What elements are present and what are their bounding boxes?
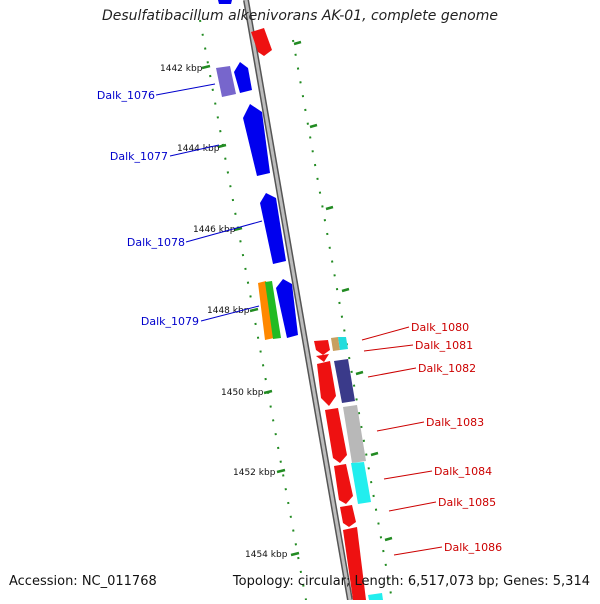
right-label-leaders (361, 326, 443, 556)
gene-label-dalk-1079[interactable]: Dalk_1079 (141, 315, 199, 328)
genome-title: Desulfatibacillum alkenivorans AK-01, co… (101, 8, 499, 24)
gene-label-dalk-1082[interactable]: Dalk_1082 (418, 362, 476, 375)
gene-arrow[interactable] (340, 505, 356, 527)
gene-arrow[interactable] (276, 279, 298, 338)
gene-label-dalk-1080[interactable]: Dalk_1080 (411, 321, 469, 334)
gene-label-dalk-1086[interactable]: Dalk_1086 (444, 541, 502, 554)
gene-arrow[interactable] (265, 281, 281, 339)
gene-arrow[interactable] (325, 408, 347, 463)
gene-arrow[interactable] (351, 462, 371, 504)
gene-arrow[interactable] (334, 359, 355, 403)
gene-label-dalk-1077[interactable]: Dalk_1077 (110, 150, 168, 163)
left-track-genes (216, 0, 298, 340)
gene-label-dalk-1084[interactable]: Dalk_1084 (434, 465, 492, 478)
gene-label-dalk-1083[interactable]: Dalk_1083 (426, 416, 484, 429)
kbp-label: 1444 kbp (177, 144, 220, 154)
gene-arrow[interactable] (218, 0, 232, 4)
gene-arrow[interactable] (338, 337, 348, 350)
gene-arrow[interactable] (258, 281, 274, 340)
gene-arrow[interactable] (317, 361, 336, 406)
kbp-label: 1448 kbp (207, 306, 250, 316)
kbp-ticks (201, 40, 393, 557)
kbp-label: 1450 kbp (221, 388, 264, 398)
gene-arrow[interactable] (343, 527, 366, 600)
gene-arrow[interactable] (216, 66, 236, 97)
gene-arrow[interactable] (368, 593, 383, 600)
kbp-label: 1442 kbp (160, 64, 203, 74)
accession-text: Accession: NC_011768 (9, 574, 157, 589)
gene-arrow[interactable] (331, 337, 340, 351)
gene-arrow[interactable] (260, 193, 286, 264)
gene-label-dalk-1078[interactable]: Dalk_1078 (127, 236, 185, 249)
gene-arrow[interactable] (243, 104, 270, 176)
gene-label-dalk-1076[interactable]: Dalk_1076 (97, 89, 155, 102)
kbp-label: 1452 kbp (233, 468, 276, 478)
kbp-label: 1446 kbp (193, 225, 236, 235)
genome-summary-text: Topology: circular; Length: 6,517,073 bp… (232, 574, 590, 589)
genome-backbone (243, 0, 353, 601)
gene-arrow[interactable] (234, 62, 252, 93)
gene-arrow[interactable] (334, 464, 353, 504)
gene-label-dalk-1081[interactable]: Dalk_1081 (415, 339, 473, 352)
right-track-genes (251, 28, 383, 600)
gene-arrow[interactable] (316, 354, 329, 362)
gene-label-dalk-1085[interactable]: Dalk_1085 (438, 496, 496, 509)
gene-arrow[interactable] (343, 405, 366, 463)
gene-arrow[interactable] (251, 28, 272, 56)
gene-arrow[interactable] (314, 340, 330, 355)
left-label-leaders (155, 83, 263, 322)
kbp-label: 1454 kbp (245, 550, 288, 560)
